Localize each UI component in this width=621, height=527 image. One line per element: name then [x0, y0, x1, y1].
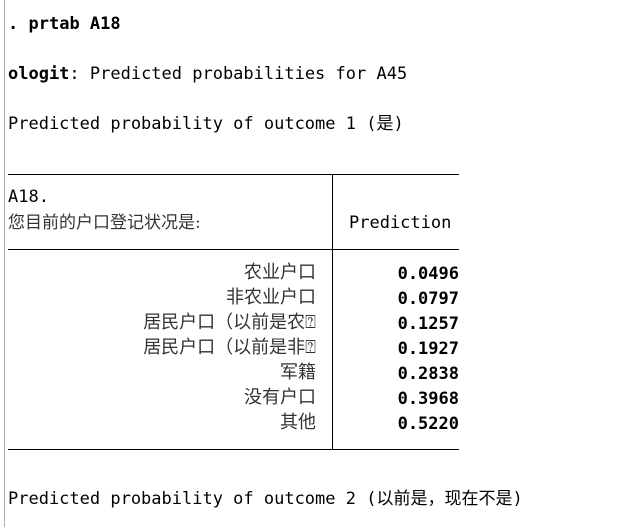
- table-column-header: Prediction: [349, 213, 452, 233]
- model-description: : Predicted probabilities for A45: [69, 64, 408, 84]
- command-line: . prtab A18: [8, 13, 121, 35]
- model-name: ologit: [8, 64, 70, 84]
- table-row-value: 0.2838: [397, 364, 459, 384]
- table-row-value: 0.5220: [397, 414, 459, 434]
- table-top-rule: [8, 174, 459, 175]
- table-row-label: 居民户口（以前是非⍰: [143, 337, 316, 358]
- table-row-label: 没有户口: [244, 387, 316, 408]
- outcome2-heading: Predicted probability of outcome 2 (以前是，…: [8, 489, 523, 509]
- table-row-label: 其他: [280, 412, 316, 433]
- table-row-value: 0.1257: [397, 314, 459, 334]
- table-row-label: 居民户口（以前是农⍰: [143, 312, 316, 333]
- table-question: 您目前的户口登记状况是:: [8, 213, 201, 233]
- table-column-divider: [332, 174, 333, 450]
- command-text: prtab A18: [28, 14, 121, 34]
- command-prompt: .: [8, 14, 19, 34]
- table-row-label: 农业户口: [244, 262, 316, 283]
- outcome1-heading: Predicted probability of outcome 1 (是): [8, 114, 404, 134]
- table-variable-name: A18.: [8, 187, 49, 207]
- table-row-label: 军籍: [280, 362, 316, 383]
- left-border: [4, 0, 5, 527]
- model-line: ologit: Predicted probabilities for A45: [8, 63, 407, 85]
- table-row-label: 非农业户口: [226, 287, 316, 308]
- table-header-rule: [8, 249, 459, 250]
- table-row-value: 0.0797: [397, 289, 459, 309]
- table-bottom-rule: [8, 449, 459, 450]
- table-row-value: 0.0496: [397, 264, 459, 284]
- table-row-value: 0.1927: [397, 339, 459, 359]
- table-row-value: 0.3968: [397, 389, 459, 409]
